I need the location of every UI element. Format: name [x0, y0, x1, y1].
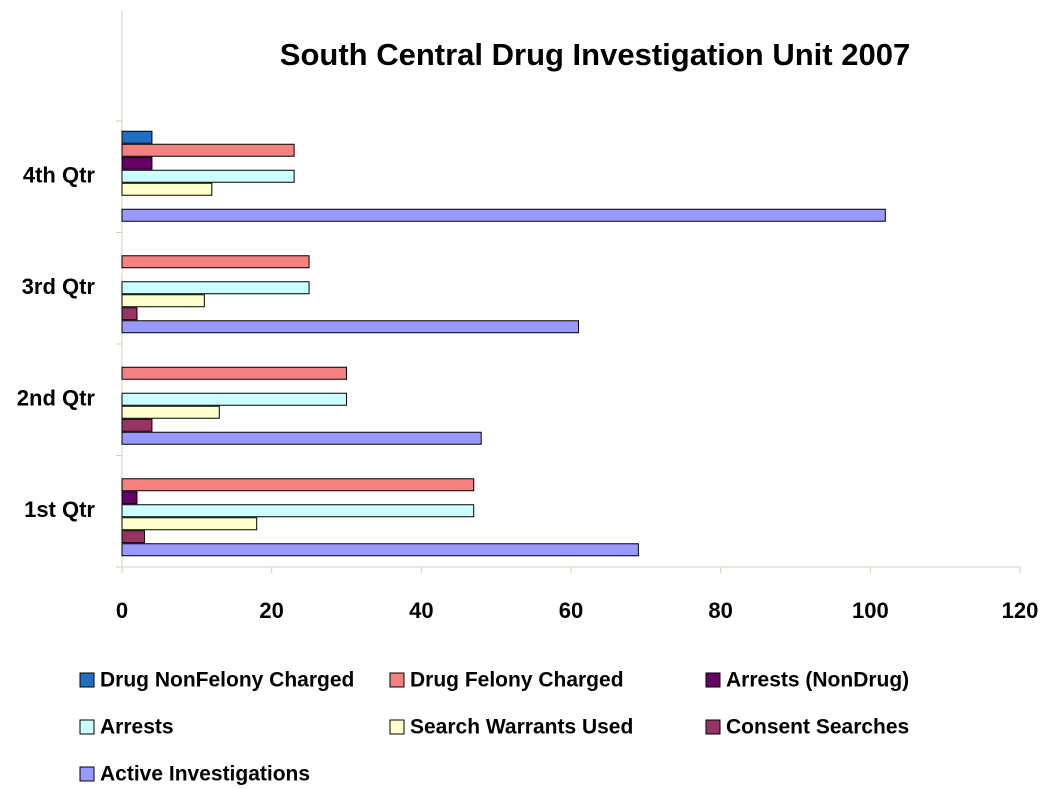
- x-tick-label: 100: [852, 598, 889, 623]
- legend-swatch: [705, 672, 721, 688]
- legend-label: Search Warrants Used: [410, 716, 633, 739]
- bar: [121, 530, 145, 544]
- y-tick-label: 1st Qtr: [24, 497, 95, 522]
- legend-swatch: [705, 719, 721, 735]
- bar: [121, 156, 153, 170]
- bar: [121, 392, 347, 406]
- x-tick-label: 80: [708, 598, 732, 623]
- y-tick-label: 3rd Qtr: [22, 274, 96, 299]
- bar: [121, 182, 213, 196]
- x-tick-label: 0: [116, 598, 128, 623]
- bar: [121, 517, 258, 531]
- bar: [121, 431, 482, 445]
- bar: [121, 143, 295, 157]
- legend-swatch: [79, 766, 95, 782]
- bar: [121, 478, 475, 492]
- bar: [121, 491, 138, 505]
- bar: [121, 130, 153, 144]
- bar: [121, 504, 475, 518]
- bar: [121, 281, 310, 295]
- bar: [121, 405, 220, 419]
- bar: [121, 294, 205, 308]
- bar: [121, 255, 310, 269]
- y-tick-label: 2nd Qtr: [17, 386, 96, 411]
- legend-label: Drug Felony Charged: [410, 669, 624, 692]
- chart-title: South Central Drug Investigation Unit 20…: [280, 37, 910, 72]
- x-tick-label: 20: [259, 598, 283, 623]
- legend-label: Arrests (NonDrug): [726, 669, 909, 692]
- legend-swatch: [79, 672, 95, 688]
- legend-label: Drug NonFelony Charged: [100, 669, 354, 692]
- bar: [121, 320, 579, 334]
- x-tick-label: 120: [1002, 598, 1039, 623]
- bar: [121, 169, 295, 183]
- x-tick-label: 60: [559, 598, 583, 623]
- bar: [121, 208, 886, 222]
- bar: [121, 543, 639, 557]
- x-tick-label: 40: [409, 598, 433, 623]
- legend-label: Arrests: [100, 716, 174, 739]
- y-tick-label: 4th Qtr: [23, 163, 96, 188]
- legend-label: Consent Searches: [726, 716, 909, 739]
- bar: [121, 366, 347, 380]
- bar: [121, 307, 138, 321]
- legend-swatch: [389, 719, 405, 735]
- bar: [121, 418, 153, 432]
- legend-swatch: [389, 672, 405, 688]
- legend-swatch: [79, 719, 95, 735]
- legend-label: Active Investigations: [100, 763, 310, 786]
